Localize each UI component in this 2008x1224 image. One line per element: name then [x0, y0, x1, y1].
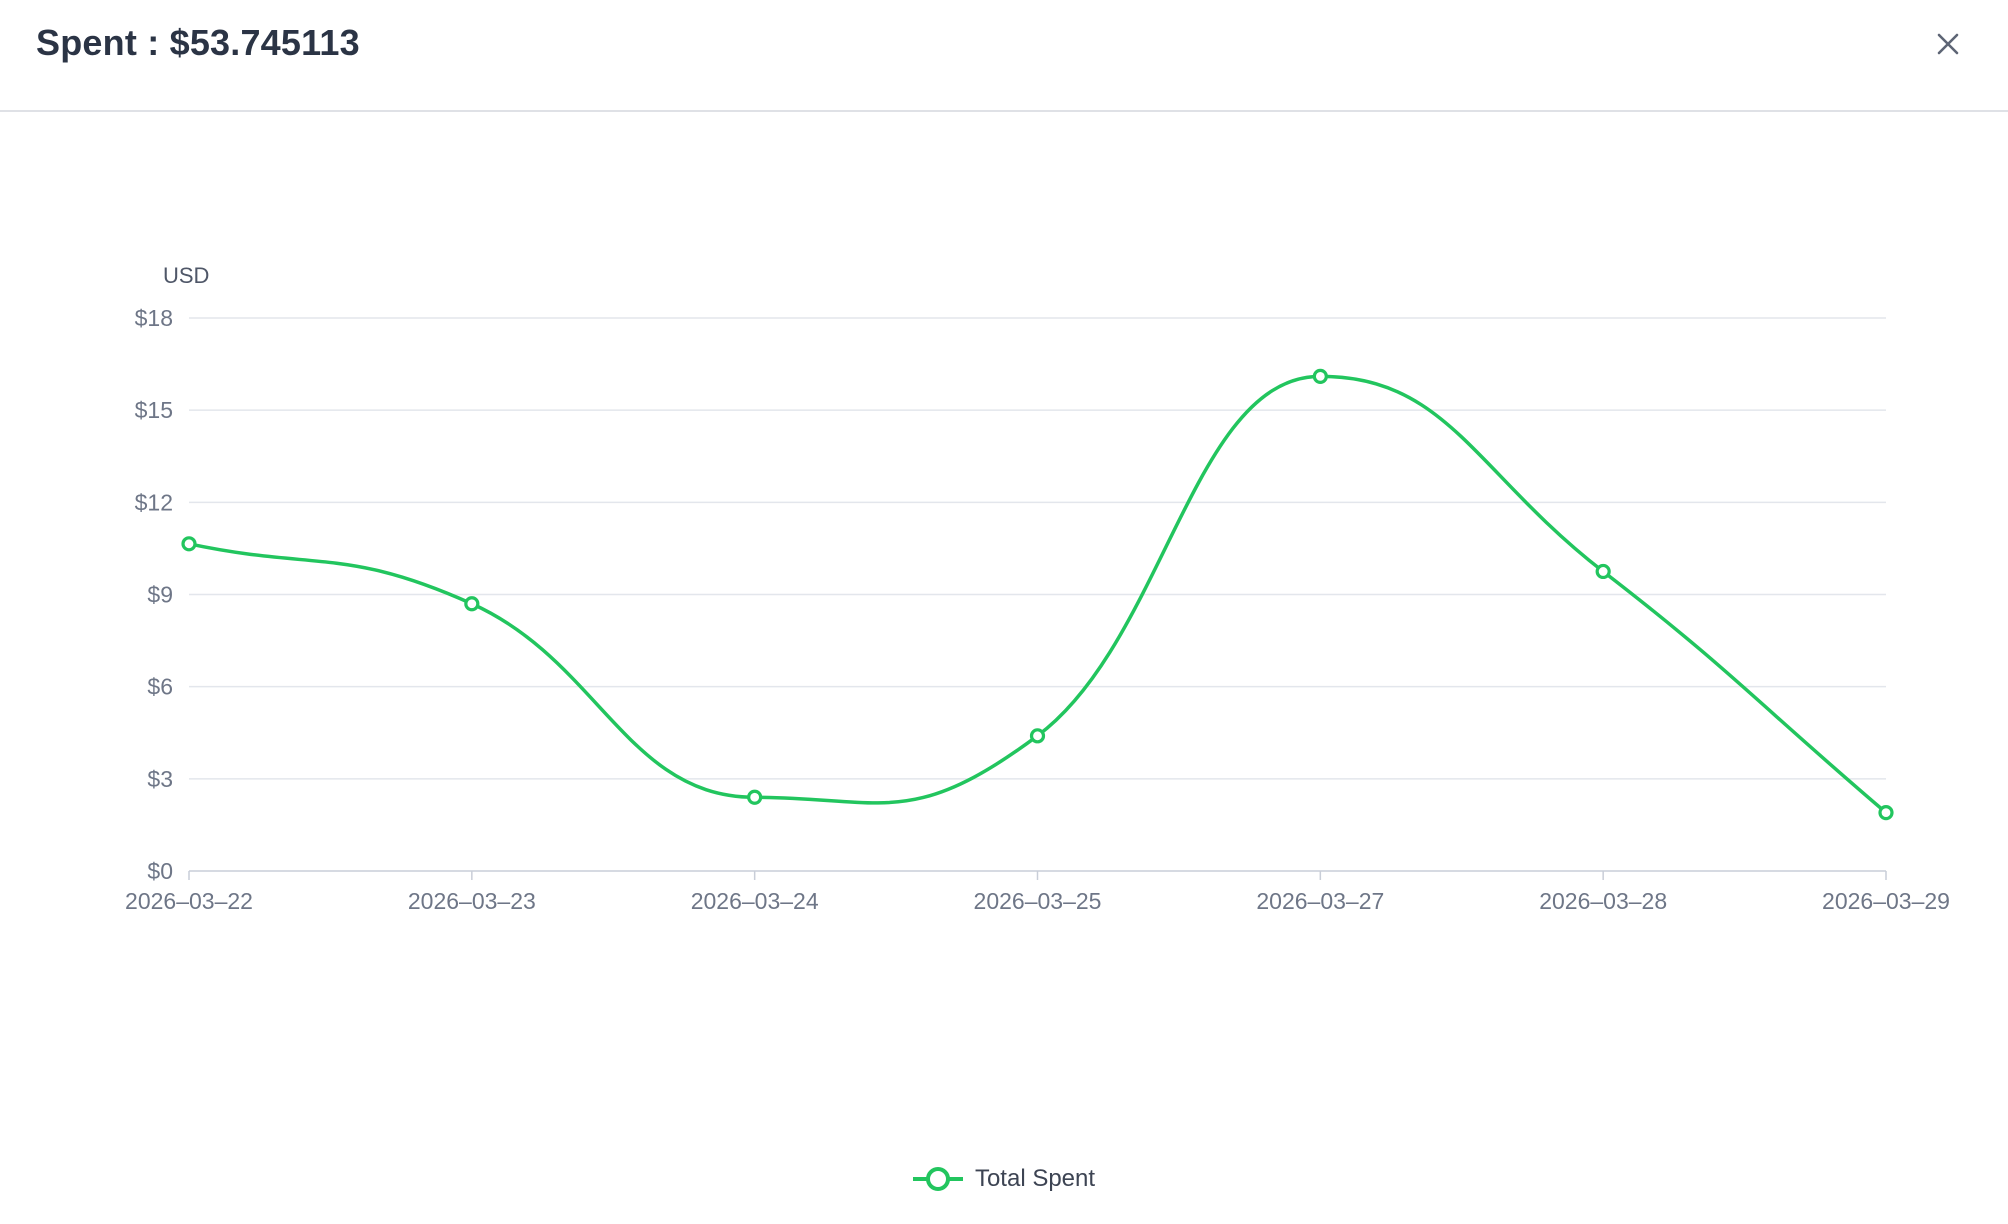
- legend[interactable]: Total Spent: [0, 1164, 2008, 1194]
- chart-area: $0 $3 $6 $9 $12 $15 $18 USD 2026–03–22 2026–03–23…: [0, 112, 2008, 1224]
- y-tick-label: $18: [135, 305, 173, 331]
- modal-header: Spent : $53.745113: [0, 0, 2008, 112]
- close-button[interactable]: [1928, 24, 1968, 64]
- y-tick-label: $3: [147, 766, 173, 792]
- x-tick-label: 2026–03–29: [1822, 888, 1950, 914]
- data-point: [1029, 728, 1046, 744]
- data-point: [1878, 805, 1894, 821]
- y-tick-label: $9: [147, 582, 173, 608]
- x-tick-label: 2026–03–23: [408, 888, 536, 914]
- modal-title: Spent : $53.745113: [36, 22, 360, 63]
- data-point: [1312, 368, 1328, 384]
- x-tick-label: 2026–03–27: [1256, 888, 1384, 914]
- data-point: [464, 596, 480, 612]
- legend-line-circle-icon: [912, 1167, 963, 1191]
- y-tick-label: $15: [135, 397, 173, 423]
- y-tick-label: $6: [147, 674, 173, 700]
- x-tick-label: 2026–03–24: [691, 888, 819, 914]
- x-tick-label: 2026–03–25: [974, 888, 1102, 914]
- x-tick-label: 2026–03–22: [125, 888, 253, 914]
- close-icon: [1937, 33, 1959, 55]
- y-axis-unit-label: USD: [163, 263, 209, 288]
- data-point: [747, 789, 763, 805]
- y-tick-label: $12: [135, 489, 173, 515]
- x-tick-label: 2026–03–28: [1539, 888, 1667, 914]
- data-point: [1595, 563, 1611, 580]
- y-tick-label: $0: [147, 858, 173, 884]
- data-point: [181, 536, 197, 552]
- spent-line-chart: $0 $3 $6 $9 $12 $15 $18 USD 2026–03–22 2026–03–23…: [125, 263, 1950, 914]
- legend-label-total-spent: Total Spent: [974, 1165, 1096, 1192]
